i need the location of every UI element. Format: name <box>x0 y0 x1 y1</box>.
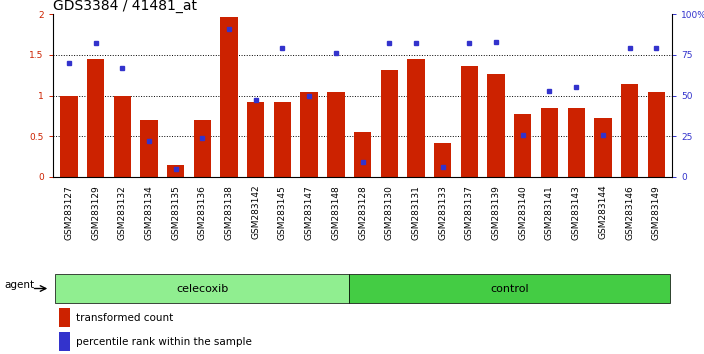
Bar <box>220 17 238 177</box>
Text: GSM283129: GSM283129 <box>91 185 100 240</box>
Bar <box>648 92 665 177</box>
Bar <box>594 118 612 177</box>
Bar <box>167 165 184 177</box>
Text: transformed count: transformed count <box>76 313 174 322</box>
Text: percentile rank within the sample: percentile rank within the sample <box>76 337 252 347</box>
Text: GSM283140: GSM283140 <box>518 185 527 240</box>
Bar <box>194 120 211 177</box>
Bar <box>140 120 158 177</box>
Text: GSM283128: GSM283128 <box>358 185 367 240</box>
Bar <box>60 96 77 177</box>
Bar <box>87 59 104 177</box>
Text: GSM283131: GSM283131 <box>411 185 420 240</box>
Text: GSM283148: GSM283148 <box>332 185 340 240</box>
Text: GSM283139: GSM283139 <box>491 185 501 240</box>
Bar <box>301 92 318 177</box>
Bar <box>567 108 585 177</box>
Text: GSM283141: GSM283141 <box>545 185 554 240</box>
Bar <box>621 84 639 177</box>
Bar <box>247 102 265 177</box>
Text: control: control <box>490 284 529 293</box>
Bar <box>514 114 532 177</box>
Text: GSM283136: GSM283136 <box>198 185 207 240</box>
Text: GSM283145: GSM283145 <box>278 185 287 240</box>
Bar <box>349 274 670 303</box>
Text: GSM283146: GSM283146 <box>625 185 634 240</box>
Text: GSM283134: GSM283134 <box>144 185 153 240</box>
Text: GSM283147: GSM283147 <box>305 185 314 240</box>
Bar <box>56 274 349 303</box>
Bar <box>113 96 131 177</box>
Text: GSM283142: GSM283142 <box>251 185 260 239</box>
Bar <box>434 143 451 177</box>
Text: GSM283138: GSM283138 <box>225 185 234 240</box>
Text: GSM283135: GSM283135 <box>171 185 180 240</box>
Text: GDS3384 / 41481_at: GDS3384 / 41481_at <box>53 0 197 13</box>
Bar <box>354 132 371 177</box>
Text: GSM283137: GSM283137 <box>465 185 474 240</box>
Text: GSM283133: GSM283133 <box>438 185 447 240</box>
Text: GSM283127: GSM283127 <box>64 185 73 240</box>
Bar <box>59 308 70 327</box>
Text: celecoxib: celecoxib <box>176 284 229 293</box>
Bar <box>487 74 505 177</box>
Text: GSM283132: GSM283132 <box>118 185 127 240</box>
Bar <box>381 69 398 177</box>
Bar <box>327 92 344 177</box>
Text: GSM283130: GSM283130 <box>385 185 394 240</box>
Bar <box>274 102 291 177</box>
Bar <box>460 66 478 177</box>
Text: GSM283149: GSM283149 <box>652 185 661 240</box>
Text: GSM283143: GSM283143 <box>572 185 581 240</box>
Text: agent: agent <box>4 280 34 290</box>
Bar <box>541 108 558 177</box>
Bar <box>59 332 70 352</box>
Text: GSM283144: GSM283144 <box>598 185 608 239</box>
Bar <box>408 59 425 177</box>
